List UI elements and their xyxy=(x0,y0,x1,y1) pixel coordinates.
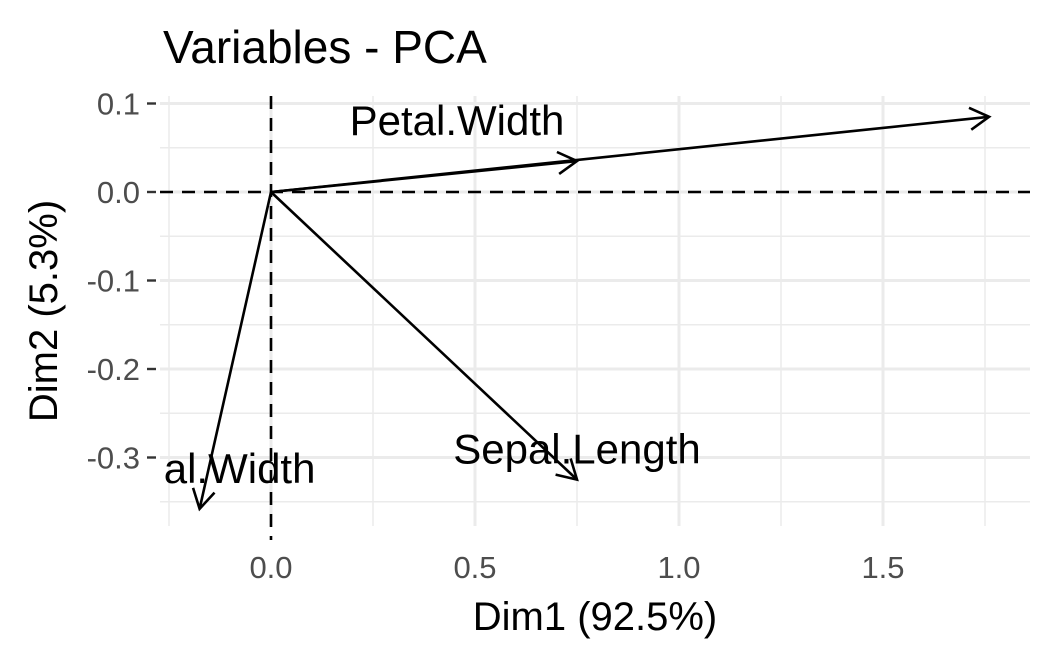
y-axis-title: Dim2 (5.3%) xyxy=(22,200,66,422)
left-clip-mask xyxy=(0,84,160,554)
arrowhead-sepal-width xyxy=(191,487,216,512)
y-tick-label: 0.0 xyxy=(97,175,140,210)
vector-line-petal-width xyxy=(270,159,578,194)
vector-label-sepal-width: al.Width xyxy=(164,445,316,492)
arrowhead-petal-width xyxy=(556,150,580,175)
vector-petal-width: Petal.Width xyxy=(270,97,580,194)
arrowhead-petal-length xyxy=(968,106,992,131)
x-tick-label: 0.0 xyxy=(249,550,292,585)
reference-lines xyxy=(160,96,1030,540)
vector-line-sepal-length xyxy=(270,191,578,481)
x-tick-label: 1.5 xyxy=(861,550,904,585)
vector-sepal-length: Sepal.Length xyxy=(270,191,701,482)
variable-vectors: Petal.Width Sepal.Length al.Width xyxy=(164,97,992,512)
minor-gridlines xyxy=(160,96,1030,526)
vector-sepal-width: al.Width xyxy=(164,191,316,512)
vector-label-petal-width: Petal.Width xyxy=(350,97,565,144)
y-tick-label: -0.2 xyxy=(87,352,140,387)
y-tick-label: -0.3 xyxy=(87,441,140,476)
chart-title: Variables - PCA xyxy=(163,21,487,73)
x-axis-ticks: 0.0 0.5 1.0 1.5 xyxy=(249,550,904,585)
x-tick-label: 1.0 xyxy=(657,550,700,585)
vector-line-sepal-width xyxy=(198,191,273,510)
arrowhead-sepal-length xyxy=(555,458,579,482)
y-tick-label: 0.1 xyxy=(97,87,140,122)
y-tick-label: -0.1 xyxy=(87,264,140,299)
x-axis-title: Dim1 (92.5%) xyxy=(473,595,718,639)
x-tick-label: 0.5 xyxy=(453,550,496,585)
y-axis-ticks: 0.1 0.0 -0.1 -0.2 -0.3 xyxy=(0,84,160,554)
vector-label-sepal-length: Sepal.Length xyxy=(453,426,701,473)
